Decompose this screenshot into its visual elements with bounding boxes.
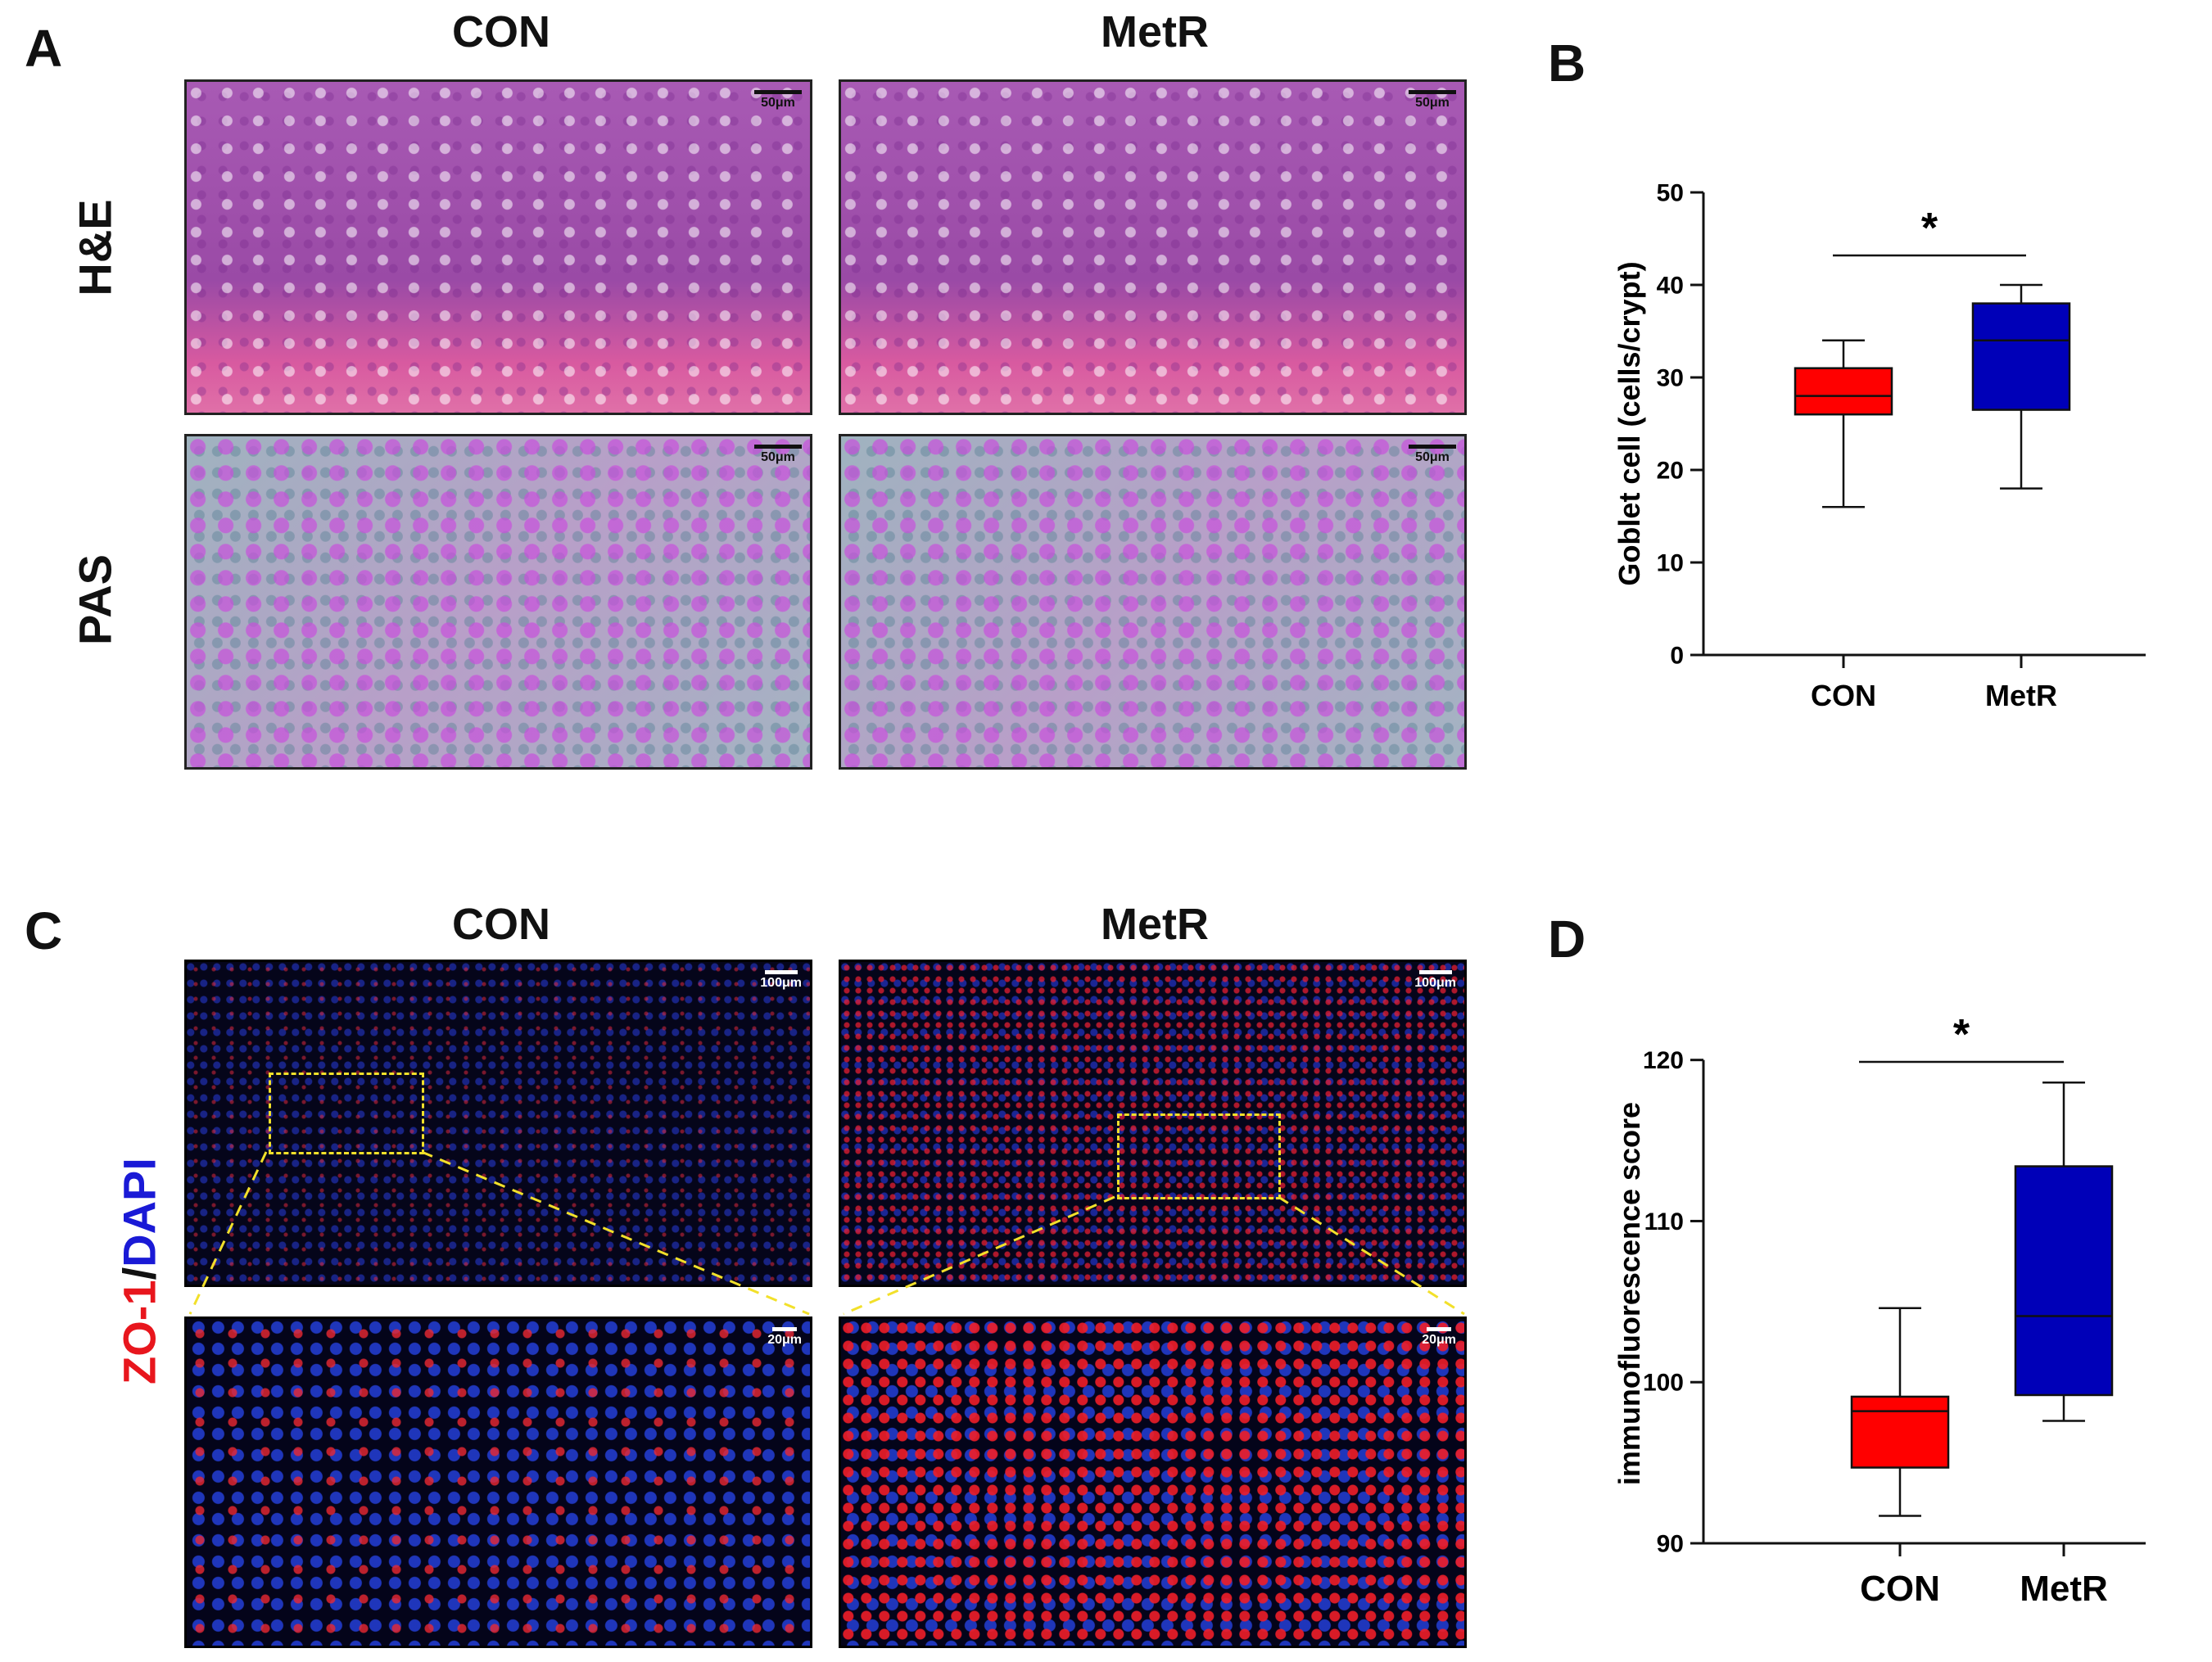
box-con: [1850, 1395, 1950, 1469]
x-category-label: CON: [1860, 1569, 1940, 1609]
panel-letter-a: A: [25, 19, 63, 78]
y-tick-label: 120: [1643, 1047, 1684, 1074]
y-tick-label: 90: [1657, 1531, 1684, 1558]
y-tick-label: 20: [1657, 458, 1684, 485]
x-category-label: CON: [1811, 679, 1876, 712]
box-con: [1794, 367, 1893, 416]
y-tick-label: 50: [1657, 180, 1684, 207]
y-axis-label: Goblet cell (cells/crypt): [1613, 261, 1646, 585]
scale-bar: 50μm: [1409, 445, 1456, 465]
y-tick-label: 40: [1657, 273, 1684, 300]
zo1-con-overview: 100μm: [184, 960, 812, 1287]
scale-bar: 50μm: [754, 90, 802, 111]
box-metr: [1971, 302, 2071, 411]
pas-metr-micrograph: 50μm: [839, 434, 1467, 770]
scale-bar: 20μm: [767, 1327, 802, 1348]
zo1-metr-zoom: 20μm: [839, 1317, 1467, 1648]
zoom-region-box: [1117, 1113, 1281, 1199]
y-tick-label: 100: [1643, 1370, 1684, 1397]
he-metr-micrograph: 50μm: [839, 79, 1467, 415]
panel-c-col-title-con: CON: [452, 900, 550, 949]
scale-bar: 100μm: [1414, 970, 1456, 991]
panel-letter-d: D: [1548, 910, 1586, 969]
y-tick-label: 110: [1644, 1208, 1684, 1235]
y-tick-label: 30: [1657, 365, 1684, 392]
panel-a-col-title-con: CON: [452, 7, 550, 56]
zoom-region-box: [269, 1073, 424, 1154]
scale-bar: 100μm: [760, 970, 802, 991]
x-category-label: MetR: [1985, 679, 2057, 712]
goblet-cell-boxplot: 0 10 20 30 40 50 Goblet cell (cells/crypt) CON M…: [1613, 180, 2146, 712]
x-category-label: MetR: [2020, 1569, 2108, 1609]
immunofluorescence-boxplot: 90 100 110 120 immunofluorescence score CON Me…: [1613, 1011, 2146, 1609]
significance-marker: *: [1921, 205, 1938, 252]
panel-c-col-title-metr: MetR: [1101, 900, 1209, 949]
y-axis-label: immunofluorescence score: [1613, 1102, 1646, 1485]
zo1-metr-overview: 100μm: [839, 960, 1467, 1287]
zoom-connector-line: [1278, 1195, 1465, 1316]
significance-marker: *: [1953, 1011, 1970, 1059]
y-tick-label: 10: [1657, 550, 1684, 577]
scale-bar: 20μm: [1422, 1327, 1456, 1348]
pas-con-micrograph: 50μm: [184, 434, 812, 770]
panel-letter-b: B: [1548, 34, 1586, 93]
zoom-connector-line: [421, 1150, 810, 1316]
panel-letter-c: C: [25, 901, 63, 960]
panel-a-col-title-metr: MetR: [1101, 7, 1209, 56]
zoom-connector-line: [843, 1195, 1115, 1316]
scale-bar: 50μm: [754, 445, 802, 465]
zo1-con-zoom: 20μm: [184, 1317, 812, 1648]
y-tick-label: 0: [1670, 643, 1684, 670]
zoom-connector-line: [188, 1151, 268, 1315]
he-con-micrograph: 50μm: [184, 79, 812, 415]
box-metr: [2014, 1165, 2114, 1397]
scale-bar: 50μm: [1409, 90, 1456, 111]
